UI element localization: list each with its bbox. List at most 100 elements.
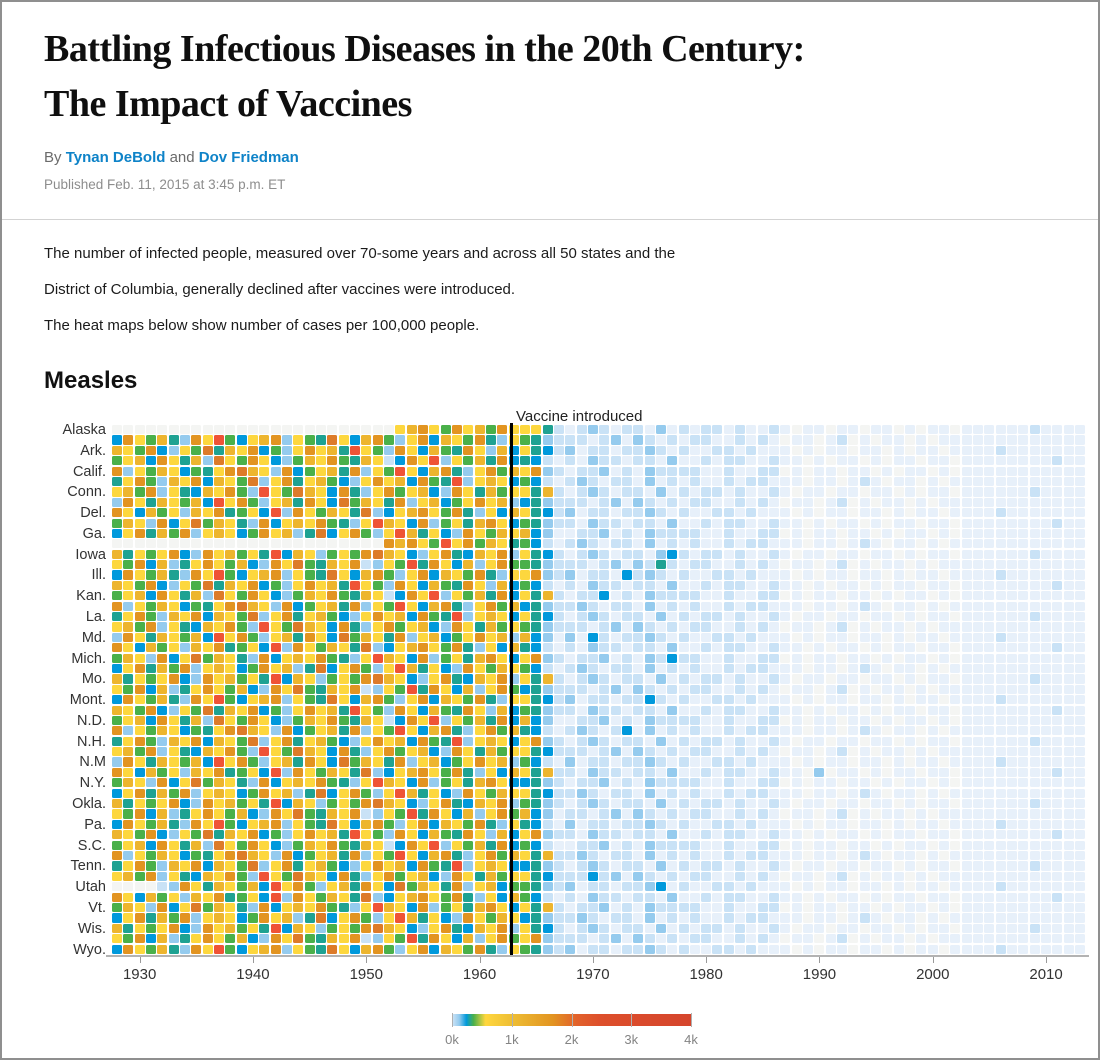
heatmap-cell[interactable]: [916, 861, 927, 871]
heatmap-cell[interactable]: [531, 425, 542, 435]
heatmap-cell[interactable]: [247, 799, 258, 809]
heatmap-cell[interactable]: [112, 518, 122, 528]
heatmap-cell[interactable]: [281, 622, 292, 632]
heatmap-cell[interactable]: [667, 705, 678, 715]
heatmap-cell[interactable]: [451, 601, 462, 611]
heatmap-cell[interactable]: [712, 466, 723, 476]
heatmap-cell[interactable]: [531, 456, 542, 466]
heatmap-cell[interactable]: [984, 476, 995, 487]
heatmap-cell[interactable]: [576, 944, 587, 954]
heatmap-cell[interactable]: [644, 819, 655, 829]
heatmap-cell[interactable]: [315, 923, 326, 933]
heatmap-cell[interactable]: [984, 819, 995, 829]
heatmap-cell[interactable]: [565, 643, 576, 653]
heatmap-cell[interactable]: [542, 788, 553, 798]
heatmap-cell[interactable]: [485, 591, 496, 601]
heatmap-cell[interactable]: [859, 799, 870, 809]
heatmap-cell[interactable]: [973, 487, 984, 497]
heatmap-cell[interactable]: [213, 674, 224, 684]
heatmap-cell[interactable]: [961, 580, 972, 591]
heatmap-cell[interactable]: [1029, 518, 1040, 528]
heatmap-cell[interactable]: [984, 923, 995, 933]
heatmap-cell[interactable]: [678, 799, 689, 809]
heatmap-cell[interactable]: [406, 580, 417, 591]
heatmap-cell[interactable]: [1029, 788, 1040, 798]
heatmap-cell[interactable]: [791, 476, 802, 487]
heatmap-cell[interactable]: [293, 622, 304, 632]
heatmap-cell[interactable]: [293, 456, 304, 466]
heatmap-cell[interactable]: [383, 560, 394, 570]
heatmap-cell[interactable]: [780, 539, 791, 549]
heatmap-cell[interactable]: [961, 612, 972, 622]
heatmap-cell[interactable]: [463, 612, 474, 622]
heatmap-cell[interactable]: [1007, 456, 1018, 466]
heatmap-cell[interactable]: [678, 674, 689, 684]
heatmap-cell[interactable]: [553, 622, 564, 632]
heatmap-cell[interactable]: [678, 840, 689, 850]
heatmap-cell[interactable]: [395, 705, 406, 715]
heatmap-cell[interactable]: [519, 674, 530, 684]
heatmap-cell[interactable]: [882, 684, 893, 694]
heatmap-cell[interactable]: [293, 601, 304, 611]
heatmap-cell[interactable]: [814, 715, 825, 726]
heatmap-cell[interactable]: [973, 518, 984, 528]
heatmap-cell[interactable]: [723, 508, 734, 518]
heatmap-cell[interactable]: [995, 435, 1006, 445]
heatmap-cell[interactable]: [542, 425, 553, 435]
heatmap-cell[interactable]: [780, 518, 791, 528]
heatmap-cell[interactable]: [247, 643, 258, 653]
heatmap-cell[interactable]: [293, 923, 304, 933]
heatmap-cell[interactable]: [587, 549, 598, 559]
heatmap-cell[interactable]: [769, 643, 780, 653]
heatmap-cell[interactable]: [247, 456, 258, 466]
heatmap-cell[interactable]: [916, 850, 927, 861]
heatmap-cell[interactable]: [905, 913, 916, 923]
heatmap-cell[interactable]: [871, 476, 882, 487]
heatmap-cell[interactable]: [304, 861, 315, 871]
heatmap-cell[interactable]: [281, 819, 292, 829]
heatmap-cell[interactable]: [667, 944, 678, 954]
heatmap-cell[interactable]: [825, 622, 836, 632]
heatmap-cell[interactable]: [508, 476, 519, 487]
heatmap-cell[interactable]: [825, 778, 836, 788]
heatmap-cell[interactable]: [259, 591, 270, 601]
heatmap-cell[interactable]: [1029, 726, 1040, 736]
heatmap-cell[interactable]: [633, 799, 644, 809]
heatmap-cell[interactable]: [848, 425, 859, 435]
heatmap-cell[interactable]: [315, 580, 326, 591]
heatmap-cell[interactable]: [327, 435, 338, 445]
heatmap-cell[interactable]: [406, 591, 417, 601]
heatmap-cell[interactable]: [1075, 695, 1086, 705]
heatmap-cell[interactable]: [519, 425, 530, 435]
heatmap-cell[interactable]: [814, 944, 825, 954]
heatmap-cell[interactable]: [440, 466, 451, 476]
heatmap-cell[interactable]: [112, 871, 122, 881]
heatmap-cell[interactable]: [247, 466, 258, 476]
heatmap-cell[interactable]: [553, 913, 564, 923]
heatmap-cell[interactable]: [916, 466, 927, 476]
heatmap-cell[interactable]: [123, 487, 134, 497]
heatmap-cell[interactable]: [587, 445, 598, 455]
heatmap-cell[interactable]: [950, 476, 961, 487]
heatmap-cell[interactable]: [961, 705, 972, 715]
heatmap-cell[interactable]: [440, 601, 451, 611]
heatmap-cell[interactable]: [281, 726, 292, 736]
heatmap-cell[interactable]: [667, 435, 678, 445]
heatmap-cell[interactable]: [599, 622, 610, 632]
heatmap-cell[interactable]: [383, 643, 394, 653]
heatmap-cell[interactable]: [1018, 528, 1029, 539]
heatmap-cell[interactable]: [984, 944, 995, 954]
heatmap-cell[interactable]: [497, 819, 508, 829]
heatmap-cell[interactable]: [463, 570, 474, 580]
heatmap-cell[interactable]: [542, 674, 553, 684]
heatmap-cell[interactable]: [871, 653, 882, 663]
heatmap-cell[interactable]: [112, 476, 122, 487]
heatmap-cell[interactable]: [497, 892, 508, 902]
heatmap-cell[interactable]: [1029, 601, 1040, 611]
heatmap-cell[interactable]: [463, 882, 474, 892]
heatmap-cell[interactable]: [361, 435, 372, 445]
heatmap-cell[interactable]: [338, 861, 349, 871]
heatmap-cell[interactable]: [349, 653, 360, 663]
heatmap-cell[interactable]: [689, 445, 700, 455]
heatmap-cell[interactable]: [939, 830, 950, 840]
